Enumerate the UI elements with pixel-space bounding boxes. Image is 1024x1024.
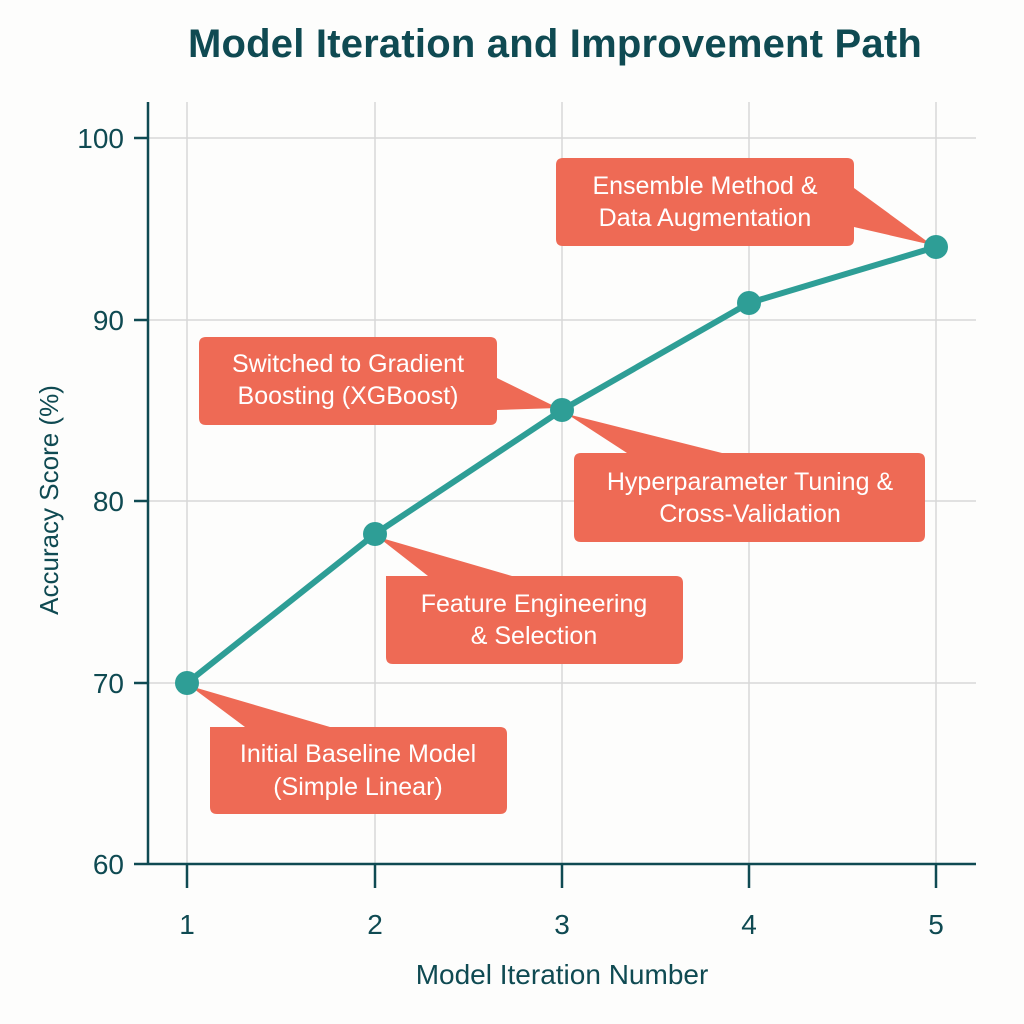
svg-text:Initial Baseline Model: Initial Baseline Model <box>240 740 476 768</box>
svg-text:Hyperparameter Tuning &: Hyperparameter Tuning & <box>607 468 894 496</box>
callout-hyperparameter-tuning: Hyperparameter Tuning & Cross-Validation <box>567 414 925 542</box>
axes <box>134 102 976 888</box>
svg-text:Boosting (XGBoost): Boosting (XGBoost) <box>238 382 459 410</box>
svg-text:Ensemble Method &: Ensemble Method & <box>592 172 817 200</box>
y-tick: 100 <box>77 123 124 154</box>
callout-initial-baseline: Initial Baseline Model (Simple Linear) <box>190 686 507 814</box>
y-axis-label: Accuracy Score (%) <box>34 385 64 615</box>
chart-title: Model Iteration and Improvement Path <box>188 22 922 66</box>
data-points <box>175 235 948 695</box>
y-tick: 70 <box>93 668 124 699</box>
svg-text:Feature Engineering: Feature Engineering <box>421 590 648 618</box>
data-point <box>737 291 761 315</box>
y-tick: 80 <box>93 486 124 517</box>
x-axis-label: Model Iteration Number <box>416 959 709 990</box>
svg-text:Switched to Gradient: Switched to Gradient <box>232 350 464 378</box>
callout-feature-engineering: Feature Engineering & Selection <box>378 537 683 664</box>
x-tick: 3 <box>554 909 570 940</box>
data-point <box>175 671 199 695</box>
callout-ensemble-method: Ensemble Method & Data Augmentation <box>556 158 932 246</box>
x-tick-labels: 1 2 3 4 5 <box>179 909 944 940</box>
x-tick: 2 <box>367 909 383 940</box>
svg-text:Cross-Validation: Cross-Validation <box>659 500 841 528</box>
data-point <box>924 235 948 259</box>
callout-gradient-boosting: Switched to Gradient Boosting (XGBoost) <box>199 337 558 425</box>
svg-text:Data Augmentation: Data Augmentation <box>599 204 812 232</box>
svg-text:(Simple Linear): (Simple Linear) <box>273 773 443 801</box>
data-point <box>363 522 387 546</box>
y-tick: 90 <box>93 305 124 336</box>
data-point <box>550 398 574 422</box>
x-tick: 1 <box>179 909 195 940</box>
x-tick: 5 <box>928 909 944 940</box>
y-tick-labels: 100 90 80 70 60 <box>77 123 124 880</box>
y-tick: 60 <box>93 849 124 880</box>
svg-text:& Selection: & Selection <box>471 622 597 650</box>
x-tick: 4 <box>741 909 757 940</box>
